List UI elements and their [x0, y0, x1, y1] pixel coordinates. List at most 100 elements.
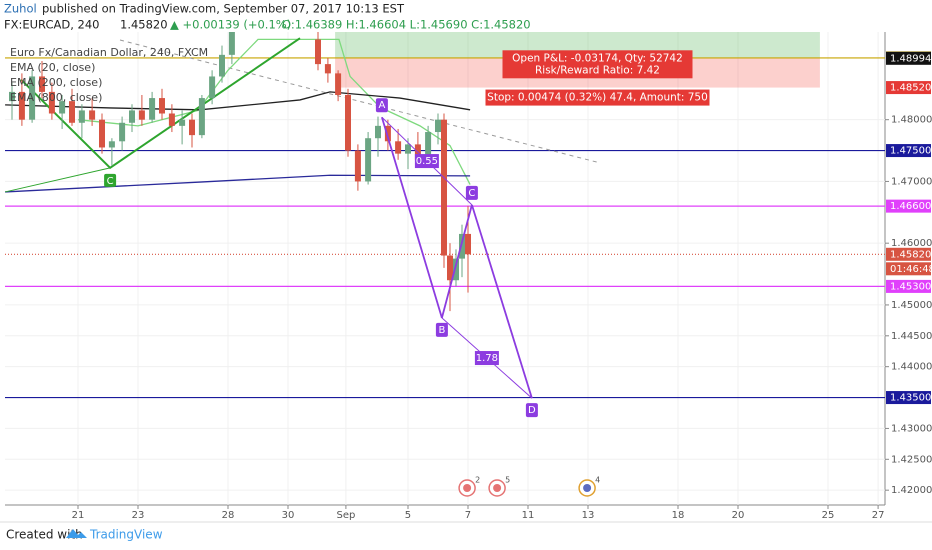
candle-body — [48, 91, 55, 114]
footer-brand[interactable]: TradingView — [89, 528, 163, 542]
candle-body — [38, 76, 45, 92]
x-tick-label: 13 — [582, 510, 595, 521]
countdown: 01:46:48 — [890, 264, 932, 275]
candle-body — [78, 110, 85, 123]
candle-body — [354, 150, 361, 182]
ema-line — [5, 91, 471, 111]
point-label: A — [378, 100, 385, 111]
candle-body — [209, 76, 216, 99]
candle-body — [464, 233, 471, 255]
point-label: D — [528, 405, 536, 416]
x-tick-label: 27 — [872, 510, 885, 521]
candle-body — [434, 119, 441, 133]
pattern-label: C — [107, 176, 114, 187]
candle-body — [344, 94, 351, 151]
x-tick-label: 25 — [822, 510, 835, 521]
candle-body — [198, 98, 205, 136]
x-tick-label: 21 — [72, 510, 85, 521]
y-tick-label: 1.46000 — [891, 238, 932, 249]
price-label-box — [886, 199, 931, 213]
candle-body — [29, 76, 36, 120]
price-label: 1.45300 — [890, 281, 931, 292]
point-label: C — [468, 188, 475, 199]
ratio-label: 1.78 — [476, 353, 498, 364]
plot-area: C 0.55 1.78 A B C D — [5, 32, 885, 505]
candle-body — [89, 110, 96, 120]
y-tick-label: 1.48000 — [891, 115, 932, 126]
ratio-label: 0.55 — [416, 156, 438, 167]
y-tick-label: 1.45000 — [891, 300, 932, 311]
event-count: 5 — [505, 476, 510, 485]
candle-body — [384, 125, 391, 142]
legend-entry: EMA (800, close) — [10, 91, 102, 104]
candle-body — [158, 98, 165, 114]
symbol: FX:EURCAD, 240 — [4, 18, 99, 32]
point-label-box — [465, 185, 478, 200]
x-tick-label: 28 — [222, 510, 235, 521]
brand-logo — [66, 529, 87, 538]
price-label-box — [886, 279, 931, 293]
candle-body — [138, 110, 145, 120]
price-label-box — [886, 144, 931, 158]
stop-text: Stop: 0.00474 (0.32%) 47.4, Amount: 750 — [487, 92, 708, 104]
published-text: published on TradingView.com, September … — [42, 2, 405, 16]
point-label-box — [435, 322, 448, 337]
publisher[interactable]: Zuhol — [4, 2, 37, 16]
legend-entry: EMA (200, close) — [10, 76, 102, 89]
candle-body — [395, 141, 402, 154]
candle-body — [68, 101, 75, 123]
rr-text: Risk/Reward Ratio: 7.42 — [535, 64, 660, 76]
ohlc: O:1.46389 H:1.46604 L:1.45690 C:1.45820 — [282, 18, 531, 32]
price-label-box — [886, 391, 931, 405]
pattern-tail — [5, 167, 111, 193]
event-count: 2 — [475, 476, 480, 485]
price-label: 1.48994 — [890, 53, 931, 64]
x-tick-label: 18 — [672, 510, 685, 521]
x-tick-label: 30 — [282, 510, 295, 521]
candle-body — [335, 73, 342, 95]
candle-body — [119, 122, 126, 142]
pattern-label-box — [104, 173, 117, 187]
candle-body — [188, 119, 195, 136]
candle-body — [324, 64, 331, 74]
y-tick-label: 1.47000 — [891, 176, 932, 187]
y-tick-label: 1.43000 — [891, 423, 932, 434]
candle-body — [149, 98, 156, 120]
x-tick-label: 11 — [522, 510, 535, 521]
x-tick-label: 20 — [732, 510, 745, 521]
candle-body — [18, 91, 25, 120]
candle-body — [179, 119, 186, 126]
candle-body — [365, 138, 372, 182]
candle-body — [425, 132, 432, 160]
y-tick-label: 1.44500 — [891, 331, 932, 342]
candle-body — [452, 258, 459, 281]
countdown-box — [886, 262, 931, 276]
candle-body — [314, 39, 321, 65]
candle-body — [228, 32, 235, 55]
price-label-box — [886, 51, 931, 65]
candle-body — [218, 54, 225, 77]
y-tick-label: 1.42500 — [891, 454, 932, 465]
stop-box — [485, 89, 710, 106]
x-tick-label: Sep — [336, 510, 355, 521]
event-dot — [583, 484, 592, 492]
price-label: 1.48520 — [890, 83, 931, 94]
price-label-box — [886, 81, 931, 95]
trendline — [119, 39, 601, 164]
event-dot — [493, 484, 502, 492]
pnl-box — [502, 50, 693, 79]
event-count: 4 — [595, 476, 600, 485]
candle-body — [446, 255, 453, 281]
y-tick-label: 1.44000 — [891, 362, 932, 373]
x-tick-label: 7 — [465, 510, 471, 521]
price-label: 1.46600 — [890, 201, 931, 212]
change: ▲ +0.00139 (+0.1%) — [170, 18, 291, 32]
last-price: 1.45820 — [120, 18, 168, 32]
candle-body — [98, 119, 105, 148]
event-dot — [463, 484, 472, 492]
y-tick-label: 1.42000 — [891, 485, 932, 496]
overlay: 1.48000 1.47000 1.46000 1.45000 1.44500 1.440… — [10, 46, 932, 521]
pattern-line — [381, 116, 443, 319]
candle-body — [108, 141, 115, 148]
